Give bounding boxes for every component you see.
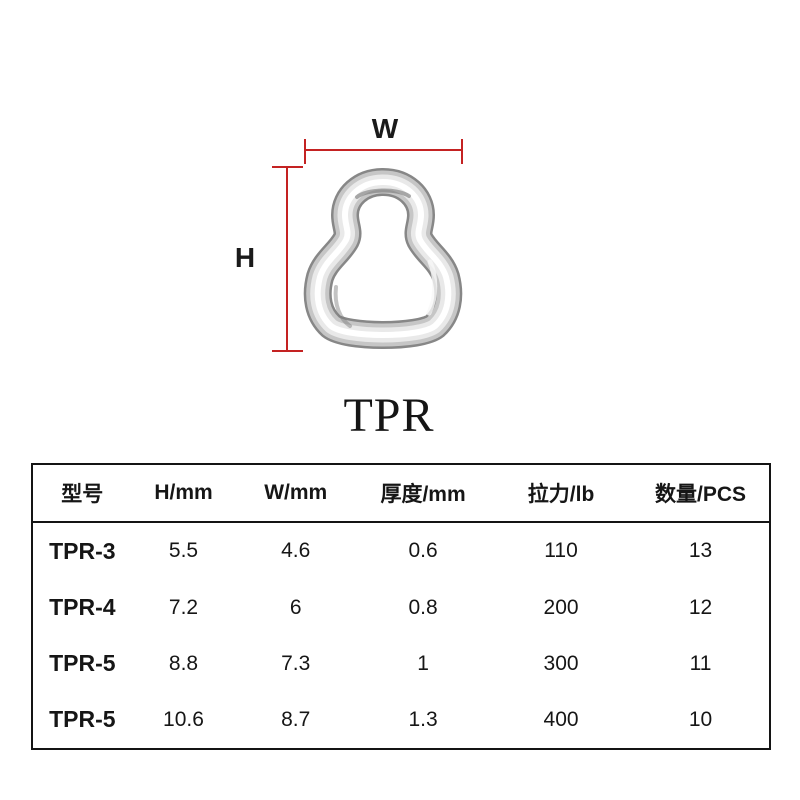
cell-thickness: 1.3 bbox=[408, 707, 438, 731]
cell-qty: 11 bbox=[689, 651, 712, 675]
table-header-row: 型号 H/mm W/mm 厚度/mm 拉力/lb 数量/PCS bbox=[33, 465, 769, 524]
height-dimension-tick-bottom bbox=[272, 350, 303, 352]
cell-qty: 12 bbox=[688, 595, 713, 619]
column-header-qty-pcs: 数量/PCS bbox=[655, 483, 747, 507]
table-row: TPR-5 10.6 8.7 1.3 400 10 bbox=[33, 692, 769, 748]
column-header-thickness: 厚度/mm bbox=[380, 483, 466, 507]
cell-qty: 10 bbox=[688, 707, 713, 731]
column-header-model: 型号 bbox=[61, 483, 104, 507]
cell-pull: 300 bbox=[543, 651, 579, 675]
table-row: TPR-3 5.5 4.6 0.6 110 13 bbox=[33, 523, 769, 579]
width-dimension-label: W bbox=[371, 113, 399, 144]
cell-h: 5.5 bbox=[168, 539, 199, 563]
width-dimension-tick-left bbox=[304, 139, 306, 164]
column-header-h-mm: H/mm bbox=[154, 481, 213, 505]
width-dimension-line bbox=[304, 149, 463, 151]
cell-thickness: 1 bbox=[417, 651, 429, 675]
width-dimension-tick-right bbox=[461, 139, 463, 164]
pear-ring-icon bbox=[303, 168, 463, 349]
cell-h: 8.8 bbox=[168, 651, 199, 675]
cell-pull: 200 bbox=[543, 595, 579, 619]
cell-w: 7.3 bbox=[281, 651, 311, 675]
cell-qty: 13 bbox=[688, 539, 713, 563]
cell-thickness: 0.8 bbox=[408, 595, 438, 619]
height-dimension-line bbox=[286, 166, 288, 352]
cell-model: TPR-5 bbox=[49, 706, 116, 733]
cell-w: 6 bbox=[289, 595, 302, 619]
table-row: TPR-5 8.8 7.3 1 300 11 bbox=[33, 636, 769, 692]
cell-model: TPR-4 bbox=[49, 594, 116, 620]
cell-model: TPR-3 bbox=[49, 537, 116, 564]
ring-product-image bbox=[302, 167, 466, 351]
cell-thickness: 0.6 bbox=[408, 539, 438, 563]
column-header-pull-lb: 拉力/lb bbox=[527, 483, 595, 507]
page-title: TPR bbox=[343, 389, 435, 442]
column-header-w-mm: W/mm bbox=[264, 481, 328, 505]
cell-pull: 110 bbox=[544, 539, 578, 563]
cell-w: 4.6 bbox=[281, 539, 311, 563]
height-dimension-label: H bbox=[234, 242, 256, 273]
cell-pull: 400 bbox=[543, 707, 579, 731]
height-dimension-tick-top bbox=[272, 166, 303, 168]
cell-h: 7.2 bbox=[168, 595, 199, 619]
table-row: TPR-4 7.2 6 0.8 200 12 bbox=[33, 579, 769, 635]
cell-h: 10.6 bbox=[163, 707, 204, 731]
cell-model: TPR-5 bbox=[49, 650, 116, 677]
spec-table: 型号 H/mm W/mm 厚度/mm 拉力/lb 数量/PCS TPR-3 5.… bbox=[31, 463, 771, 750]
cell-w: 8.7 bbox=[281, 707, 311, 731]
